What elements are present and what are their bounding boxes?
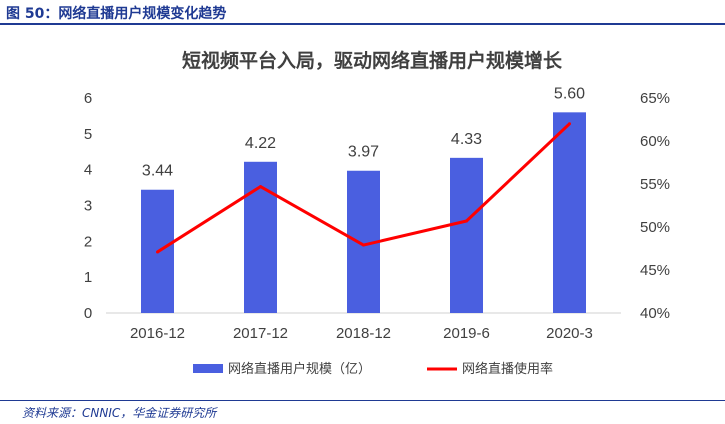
- title-divider: [0, 23, 725, 25]
- figure-title: 图 50：网络直播用户规模变化趋势: [6, 6, 227, 22]
- x-tick-label: 2016-12: [130, 325, 185, 342]
- y-left-tick-label: 2: [84, 233, 92, 250]
- legend: 网络直播用户规模（亿） 网络直播使用率: [193, 361, 553, 377]
- bar-data-label: 3.97: [348, 144, 379, 161]
- y-left-tick-label: 1: [84, 269, 92, 286]
- x-tick-label: 2017-12: [233, 325, 288, 342]
- legend-label-bars: 网络直播用户规模（亿）: [228, 361, 371, 377]
- plot-area: 0 1 2 3 4 5 6 40% 45% 50% 55% 60% 65% 3.44 4.22 3.97 4.3…: [84, 85, 670, 342]
- x-tick-label: 2020-3: [546, 325, 593, 342]
- y-left-tick-label: 5: [84, 126, 92, 143]
- y-left-tick-label: 0: [84, 305, 92, 322]
- y-right-tick-label: 40%: [640, 305, 670, 322]
- usage-rate-point: [362, 243, 365, 247]
- usage-rate-point: [465, 219, 468, 223]
- footer-divider: [0, 400, 725, 401]
- bar-data-label: 3.44: [142, 163, 173, 180]
- bar: [553, 112, 586, 313]
- legend-label-line: 网络直播使用率: [462, 361, 553, 377]
- y-right-tick-label: 50%: [640, 219, 670, 236]
- usage-rate-point: [259, 185, 262, 189]
- x-tick-label: 2018-12: [336, 325, 391, 342]
- legend-swatch-bars: [193, 364, 223, 373]
- chart-title: 短视频平台入局，驱动网络直播用户规模增长: [182, 49, 563, 72]
- usage-rate-point: [568, 122, 571, 126]
- y-right-tick-label: 55%: [640, 176, 670, 193]
- bar-data-label: 5.60: [554, 85, 585, 102]
- bar: [244, 161, 277, 313]
- source-note: 资料来源：CNNIC，华金证券研究所: [22, 406, 217, 420]
- bar-data-label: 4.22: [245, 135, 276, 152]
- usage-rate-point: [156, 250, 159, 254]
- y-right-tick-label: 45%: [640, 262, 670, 279]
- bar: [450, 157, 483, 313]
- x-tick-label: 2019-6: [443, 325, 490, 342]
- y-left-tick-label: 6: [84, 90, 92, 107]
- y-right-tick-label: 65%: [640, 90, 670, 107]
- y-left-tick-label: 4: [84, 162, 92, 179]
- bar-data-label: 4.33: [451, 131, 482, 148]
- y-right-tick-label: 60%: [640, 133, 670, 150]
- y-left-tick-label: 3: [84, 198, 92, 215]
